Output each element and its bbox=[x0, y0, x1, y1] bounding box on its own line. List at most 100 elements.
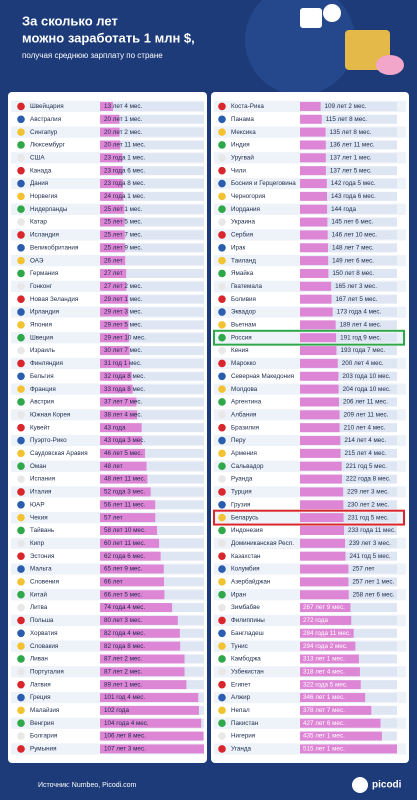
country-label: Колумбия bbox=[231, 565, 260, 573]
bar bbox=[100, 384, 133, 394]
flag bbox=[17, 102, 25, 111]
value-label: 135 лет 8 мес. bbox=[330, 129, 372, 136]
country-label: Мексика bbox=[231, 129, 256, 136]
country-label: Исландия bbox=[30, 232, 59, 239]
flag bbox=[218, 732, 226, 740]
bar bbox=[100, 525, 158, 535]
bar-track bbox=[300, 320, 397, 330]
value-label: 20 лет 1 мес. bbox=[104, 116, 143, 123]
value-label: 322 года 5 мес. bbox=[303, 681, 348, 688]
flag bbox=[218, 680, 226, 689]
flag bbox=[218, 256, 226, 265]
flag bbox=[218, 359, 226, 368]
country-label: Казахстан bbox=[231, 553, 261, 560]
value-label: 257 лет 1 мес. bbox=[352, 579, 394, 586]
flag bbox=[17, 295, 25, 303]
flag bbox=[218, 423, 226, 432]
title: За сколько лет bbox=[22, 13, 118, 28]
flag bbox=[218, 333, 226, 342]
value-label: 87 лет 2 мес. bbox=[104, 656, 143, 663]
flag bbox=[218, 449, 226, 458]
flag bbox=[17, 616, 25, 625]
bar-track bbox=[100, 436, 204, 446]
value-label: 209 лет 11 мес. bbox=[344, 411, 389, 418]
country-label: Уругвай bbox=[231, 153, 254, 161]
value-label: 106 лет 8 мес. bbox=[104, 733, 146, 740]
country-label: Египет bbox=[231, 681, 251, 688]
bar bbox=[100, 410, 138, 420]
country-label: Азербайджан bbox=[231, 578, 271, 586]
brand: picodi bbox=[372, 780, 402, 791]
value-label: 137 лет 1 мес. bbox=[330, 154, 372, 161]
bar bbox=[100, 166, 123, 176]
value-label: 145 лет 6 мес. bbox=[331, 219, 373, 226]
country-label: Марокко bbox=[231, 360, 256, 367]
bar-track bbox=[300, 500, 397, 510]
highlight-box bbox=[213, 509, 405, 526]
flag bbox=[17, 218, 25, 226]
value-label: 37 лет 7 мес. bbox=[104, 399, 143, 406]
flag bbox=[218, 372, 226, 381]
country-label: Италия bbox=[30, 489, 51, 496]
bar bbox=[100, 307, 129, 317]
flag bbox=[218, 629, 226, 638]
flag bbox=[17, 668, 25, 676]
value-label: 193 года 7 мес. bbox=[340, 347, 385, 354]
flag bbox=[17, 269, 25, 278]
value-label: 89 лет 1 мес. bbox=[104, 681, 143, 688]
bar bbox=[300, 397, 339, 407]
bar-track bbox=[300, 307, 397, 317]
flag bbox=[218, 693, 226, 702]
value-label: 43 года 3 мес. bbox=[104, 437, 145, 444]
flag bbox=[218, 552, 226, 560]
bar-track bbox=[300, 436, 397, 446]
value-label: 29 лет 5 мес. bbox=[104, 322, 143, 329]
bar bbox=[100, 333, 129, 343]
bar bbox=[300, 590, 349, 600]
flag bbox=[17, 205, 25, 214]
value-label: 27 лет 2 мес. bbox=[104, 283, 143, 290]
country-label: Индонезия bbox=[231, 527, 263, 534]
country-label: Венгрия bbox=[30, 720, 54, 727]
country-label: Филиппины bbox=[231, 617, 265, 624]
value-label: 148 лет 7 мес. bbox=[332, 244, 374, 251]
country-label: Россия bbox=[231, 334, 252, 341]
bar-track bbox=[100, 166, 204, 176]
value-label: 203 года 10 мес. bbox=[342, 373, 390, 380]
flag bbox=[218, 295, 226, 303]
flag bbox=[17, 693, 25, 702]
bar bbox=[300, 461, 342, 471]
country-label: Уганда bbox=[231, 746, 252, 753]
bar bbox=[300, 217, 328, 227]
value-label: 29 лет 3 мес. bbox=[104, 309, 143, 316]
country-label: Хорватия bbox=[30, 630, 58, 637]
bar bbox=[100, 641, 181, 651]
flag bbox=[218, 282, 226, 291]
bar bbox=[300, 641, 356, 651]
flag bbox=[218, 243, 226, 252]
bar bbox=[100, 101, 113, 111]
country-label: Малайзия bbox=[30, 706, 59, 714]
country-label: Литва bbox=[30, 604, 48, 611]
value-label: 58 лет 10 мес. bbox=[104, 527, 146, 534]
highlight-box bbox=[213, 329, 405, 346]
bar-track bbox=[300, 153, 397, 163]
country-label: Сингапур bbox=[30, 129, 58, 136]
value-label: 32 года 8 мес. bbox=[104, 373, 145, 380]
country-label: Испания bbox=[30, 476, 55, 483]
value-label: 109 лет 2 мес. bbox=[325, 103, 367, 110]
country-label: Грузия bbox=[231, 501, 250, 508]
bar bbox=[300, 371, 339, 381]
bar bbox=[300, 680, 361, 690]
bar-track bbox=[300, 230, 397, 240]
bar bbox=[300, 410, 340, 420]
bar-track bbox=[100, 423, 204, 433]
flag bbox=[17, 706, 25, 715]
bar-track bbox=[300, 564, 397, 574]
country-label: Северная Македония bbox=[231, 373, 294, 380]
value-label: 25 лет 7 мес. bbox=[104, 232, 143, 239]
country-label: Украина bbox=[231, 219, 255, 226]
bar-track bbox=[300, 114, 397, 124]
country-label: Латвия bbox=[30, 681, 51, 688]
